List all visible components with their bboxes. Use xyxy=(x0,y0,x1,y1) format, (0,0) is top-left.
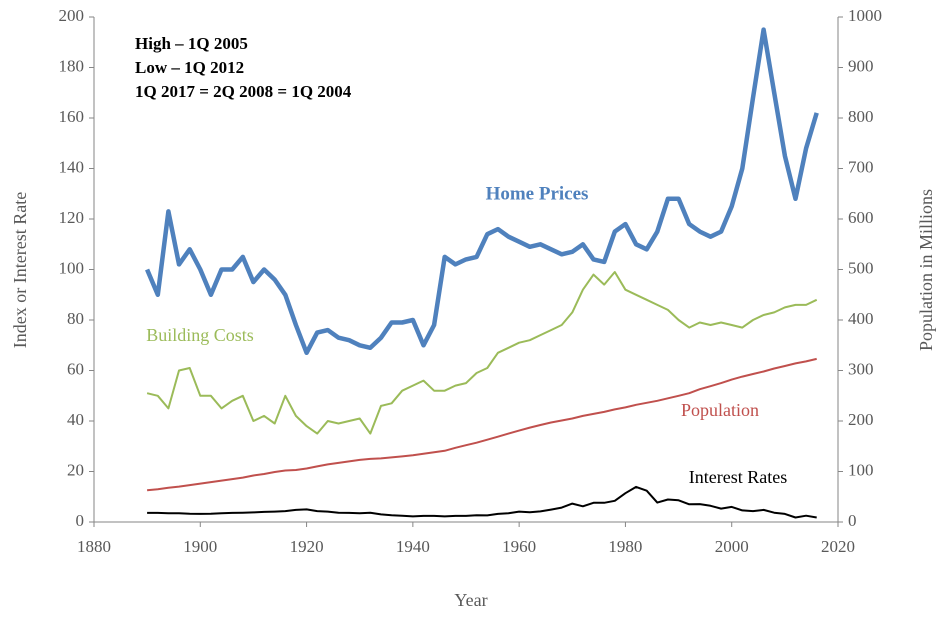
y2-axis-title: Population in Millions xyxy=(916,189,936,351)
y-tick-label: 80 xyxy=(67,309,84,328)
y-tick-label: 160 xyxy=(59,107,85,126)
series-label: Interest Rates xyxy=(689,467,787,487)
series-label: Population xyxy=(681,400,759,420)
x-tick-label: 1880 xyxy=(77,537,111,556)
y2-tick-label: 700 xyxy=(848,157,874,176)
y2-tick-label: 900 xyxy=(848,56,874,75)
y2-tick-label: 0 xyxy=(848,511,857,530)
y2-tick-label: 300 xyxy=(848,359,874,378)
x-axis-title: Year xyxy=(454,590,487,610)
y2-tick-label: 600 xyxy=(848,208,874,227)
series-line xyxy=(146,271,818,435)
x-tick-label: 1920 xyxy=(290,537,324,556)
y2-tick-label: 500 xyxy=(848,258,874,277)
series-line xyxy=(147,485,817,519)
x-tick-label: 1900 xyxy=(183,537,217,556)
y-tick-label: 0 xyxy=(76,511,85,530)
y-tick-label: 60 xyxy=(67,359,84,378)
annotation: Low – 1Q 2012 xyxy=(135,58,244,77)
x-tick-label: 1980 xyxy=(608,537,642,556)
y-axis-title: Index or Interest Rate xyxy=(10,192,30,348)
y-tick-label: 100 xyxy=(59,258,85,277)
y2-tick-label: 200 xyxy=(848,410,874,429)
x-tick-label: 2000 xyxy=(715,537,749,556)
y2-tick-label: 800 xyxy=(848,107,874,126)
y-tick-label: 20 xyxy=(67,460,84,479)
y2-tick-label: 1000 xyxy=(848,6,882,25)
series-line xyxy=(145,27,819,356)
annotation: High – 1Q 2005 xyxy=(135,34,248,53)
series-line xyxy=(147,357,817,492)
y-tick-label: 120 xyxy=(59,208,85,227)
y-tick-label: 180 xyxy=(59,56,85,75)
y-tick-label: 40 xyxy=(67,410,84,429)
series-label: Building Costs xyxy=(146,325,254,345)
y-tick-label: 200 xyxy=(59,6,85,25)
y-tick-label: 140 xyxy=(59,157,85,176)
x-tick-label: 2020 xyxy=(821,537,855,556)
x-tick-label: 1960 xyxy=(502,537,536,556)
annotation: 1Q 2017 = 2Q 2008 = 1Q 2004 xyxy=(135,82,352,101)
y2-tick-label: 400 xyxy=(848,309,874,328)
y2-tick-label: 100 xyxy=(848,460,874,479)
x-tick-label: 1940 xyxy=(396,537,430,556)
series-label: Home Prices xyxy=(486,183,589,204)
